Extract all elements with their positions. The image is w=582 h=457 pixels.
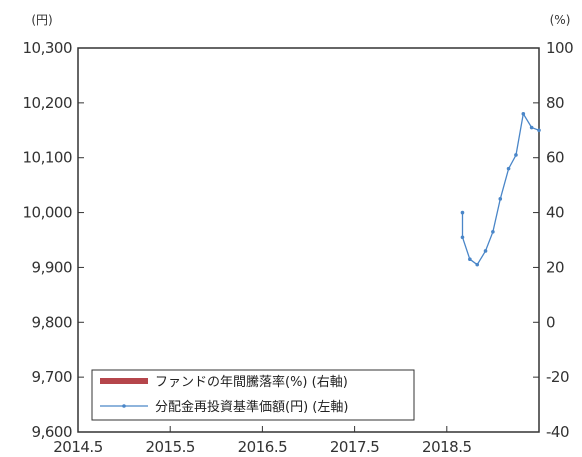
y-left-tick-label: 9,800 — [32, 313, 72, 331]
nav-point — [475, 262, 480, 267]
nav-point — [521, 112, 526, 116]
y-right-tick-label: -40 — [546, 423, 569, 441]
legend-label-nav: 分配金再投資基準価額(円) (左軸) — [155, 399, 348, 415]
nav-point — [498, 197, 503, 201]
y-right-tick-label: 0 — [546, 313, 555, 331]
plot-area — [77, 47, 540, 433]
y-right-tick-label: 20 — [546, 258, 564, 276]
y-right-axis: 100 80 60 40 20 0 -20 -40 — [533, 39, 574, 441]
right-axis-unit: (%) — [550, 13, 571, 27]
x-tick-label: 2018.5 — [422, 438, 472, 456]
y-right-tick-label: 40 — [546, 204, 564, 222]
nav-point — [491, 229, 495, 234]
nav-point — [460, 235, 465, 240]
nav-point — [529, 125, 534, 130]
y-left-tick-label: 10,300 — [23, 39, 73, 57]
nav-line-path — [461, 111, 540, 266]
nav-point — [514, 153, 518, 157]
y-left-tick-label: 10,200 — [23, 94, 73, 112]
x-tick-label: 2015.5 — [145, 438, 195, 456]
legend: ファンドの年間騰落率(%) (右軸) 分配金再投資基準価額(円) (左軸) — [91, 369, 415, 421]
nav-point — [483, 249, 488, 253]
y-left-tick-label: 10,100 — [23, 149, 73, 167]
x-axis: 2014.5 2015.5 2016.5 2017.5 2018.5 — [53, 426, 472, 456]
legend-swatch-marker — [122, 404, 126, 408]
nav-point — [468, 257, 472, 262]
y-left-tick-label: 10,000 — [23, 204, 73, 222]
y-right-tick-label: 80 — [546, 94, 564, 112]
x-tick-label: 2014.5 — [53, 438, 103, 456]
left-axis-unit: (円) — [31, 13, 52, 27]
nav-point — [537, 128, 541, 133]
legend-swatch-bar — [100, 378, 148, 384]
y-left-axis: 10,300 10,200 10,100 10,000 9,900 9,800 9,700 9… — [23, 39, 84, 441]
y-left-tick-label: 9,700 — [32, 368, 72, 386]
series-nav-line — [460, 111, 541, 267]
y-left-tick-label: 9,600 — [32, 423, 72, 441]
legend-label-return: ファンドの年間騰落率(%) (右軸) — [155, 374, 348, 390]
y-right-tick-label: -20 — [546, 368, 569, 386]
y-right-tick-label: 60 — [546, 149, 564, 167]
x-tick-label: 2016.5 — [238, 438, 288, 456]
x-tick-label: 2017.5 — [330, 438, 380, 456]
nav-point — [460, 210, 465, 215]
y-left-tick-label: 9,900 — [32, 258, 72, 276]
nav-point — [506, 166, 511, 171]
y-right-tick-label: 100 — [546, 39, 573, 57]
